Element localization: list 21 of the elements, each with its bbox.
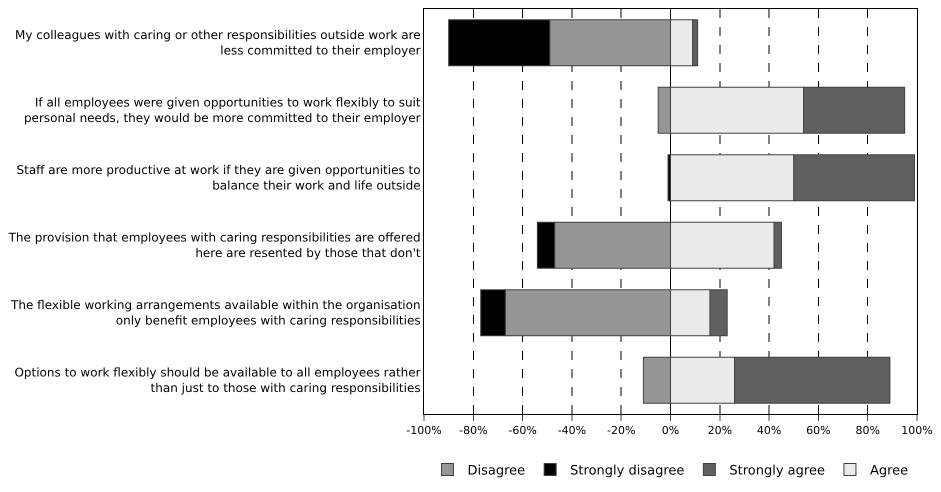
x-tick-label: -60% (508, 424, 537, 438)
legend-label: Disagree (468, 464, 526, 479)
x-tick-label: -80% (459, 424, 488, 438)
x-tick-label: 100% (901, 424, 933, 438)
x-tick-label: 60% (806, 424, 831, 438)
x-tick-label: -40% (558, 424, 586, 438)
y-tick-label: The flexible working arrangements available within the organisation only benefit employees with caring responsibilities (10, 298, 421, 328)
legend-label: Agree (870, 464, 908, 479)
x-tick-label: 20% (708, 424, 732, 438)
x-tick-label: 80% (855, 424, 880, 438)
legend-label: Strongly agree (729, 464, 825, 479)
x-tick-label: -20% (606, 424, 636, 438)
x-tick-label: 40% (756, 424, 782, 438)
legend-label: Strongly disagree (570, 464, 684, 479)
y-tick-label: If all employees were given opportunities to work flexibly to suit personal needs, they would be more committed to their employer (24, 96, 421, 126)
y-tick-label: The provision that employees with caring responsibilities are offered here are resented by those that don't (8, 230, 421, 260)
y-tick-label: Staff are more productive at work if they are given opportunities to balance their work and life outside (16, 163, 421, 193)
x-tick-label: -100% (406, 424, 442, 438)
y-tick-label: My colleagues with caring or other responsibilities outside work are less committed to their employer (15, 28, 421, 58)
x-tick-label: 0% (662, 424, 680, 438)
y-tick-label: Options to work flexibly should be available to all employees rather than just to those with caring responsibilities (14, 366, 421, 396)
